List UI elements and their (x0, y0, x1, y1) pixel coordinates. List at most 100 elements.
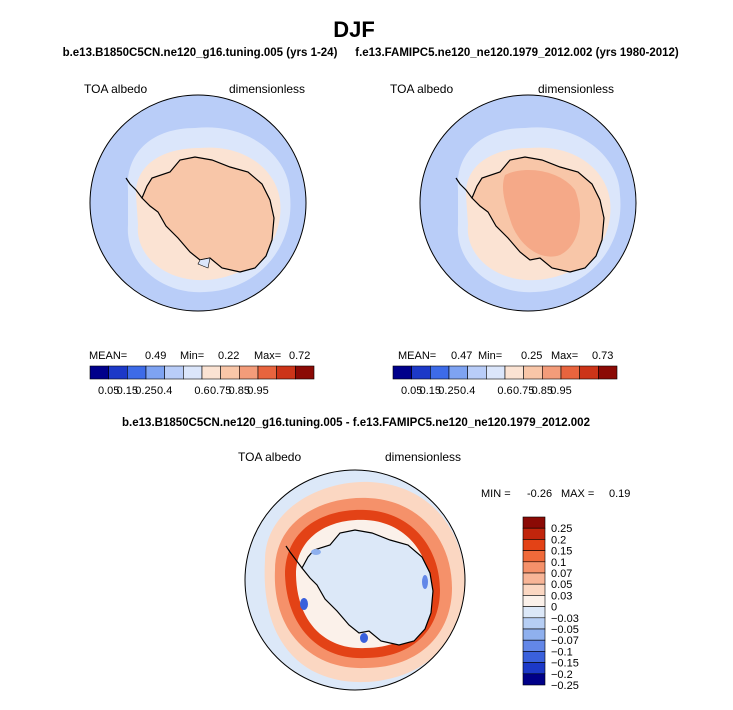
stat-max-label: Max= (551, 350, 578, 362)
ross-ice-region (197, 257, 211, 269)
colorbar-tick-label: 0 (551, 602, 557, 614)
colorbar-swatch (522, 595, 546, 607)
colorbar-tick-label: −0.07 (551, 635, 579, 647)
map-model (89, 94, 307, 312)
colorbar-tick-label: 0.6 (194, 385, 209, 397)
negative-patch (300, 598, 308, 610)
colorbar-tick-label: 0.2 (551, 534, 566, 546)
stat-min-label: Min= (180, 350, 204, 362)
colorbar-tick-label: 0.75 (210, 385, 231, 397)
panel-title-obs: f.e13.FAMIPC5.ne120_ne120.1979_2012.002 … (355, 47, 679, 59)
colorbar-swatch (201, 365, 221, 380)
colorbar-tick-label: 0.25 (551, 523, 572, 535)
colorbar-swatch (522, 550, 546, 563)
stats-diff: MIN = -0.26 MAX = 0.19 (481, 488, 630, 500)
colorbar-tick-label: 0.4 (157, 385, 172, 397)
stats-model: MEAN= 0.49 Min= 0.22 Max= 0.72 (89, 350, 310, 362)
colorbar-tick-label: 0.95 (550, 385, 571, 397)
colorbar-obs: 0.050.150.25 0.4 0.6 0.750.850.95 (392, 365, 618, 397)
colorbar-tick-label: 0.95 (247, 385, 268, 397)
colorbar-tick-label: 0.05 (551, 579, 572, 591)
colorbar-swatch (522, 628, 546, 641)
colorbar-tick-label: −0.1 (551, 646, 573, 658)
colorbar-swatch (276, 365, 296, 380)
stat-max-value: 0.73 (592, 350, 613, 362)
stat-max-value: 0.72 (289, 350, 310, 362)
colorbar-tick-label: 0.25 (135, 385, 156, 397)
units-label-diff: dimensionless (385, 450, 461, 464)
colorbar-tick-label: −0.05 (551, 624, 579, 636)
stat-min-label: MIN = (481, 488, 511, 500)
colorbar-tick-label: 0.05 (98, 385, 119, 397)
panel-title-diff: b.e13.B1850C5CN.ne120_g16.tuning.005 - f… (122, 417, 590, 429)
stat-mean-label: MEAN= (398, 350, 436, 362)
colorbar-swatch (522, 539, 546, 551)
antarctica-continent (301, 529, 434, 646)
colorbar-tick-label: 0.15 (420, 385, 441, 397)
colorbar-swatch (504, 365, 524, 380)
colorbar-swatch (522, 662, 546, 675)
stat-max-label: MAX = (561, 488, 594, 500)
colorbar-swatch (392, 365, 412, 380)
colorbar-swatch (486, 365, 506, 380)
stat-mean-value: 0.49 (145, 350, 166, 362)
colorbar-swatch (579, 365, 599, 380)
panel-title-model: b.e13.B1850C5CN.ne120_g16.tuning.005 (yr… (63, 47, 338, 59)
variable-label-model: TOA albedo (84, 82, 147, 96)
peninsula (285, 545, 303, 569)
colorbar-swatch (522, 606, 546, 619)
peninsula (125, 177, 143, 199)
colorbar-swatch (164, 365, 184, 380)
colorbar-tick-label: 0.85 (229, 385, 250, 397)
variable-label-obs: TOA albedo (390, 82, 453, 96)
colorbar-swatch (127, 365, 147, 380)
colorbar-swatch (448, 365, 468, 380)
colorbar-diff: 0.250.20.150.10.070.050.030−0.03−0.05−0.… (522, 516, 579, 692)
colorbar-swatch (411, 365, 431, 380)
colorbar-swatch (257, 365, 277, 380)
colorbar-swatch (522, 617, 546, 630)
colorbar-swatch (522, 516, 546, 529)
stat-min-value: -0.26 (527, 488, 552, 500)
colorbar-swatch (542, 365, 562, 380)
colorbar-tick-label: 0.4 (460, 385, 475, 397)
colorbar-swatch (239, 365, 259, 380)
negative-patch (422, 575, 428, 589)
colorbar-swatch (522, 651, 546, 663)
colorbar-swatch (430, 365, 450, 380)
colorbar-tick-label: 0.05 (401, 385, 422, 397)
map-diff (244, 469, 466, 691)
colorbar-swatch (598, 365, 618, 380)
stat-mean-value: 0.47 (451, 350, 472, 362)
colorbar-swatch (183, 365, 203, 380)
colorbar-tick-label: 0.15 (551, 546, 572, 558)
colorbar-tick-label: −0.03 (551, 613, 579, 625)
stat-min-label: Min= (478, 350, 502, 362)
colorbar-swatch (522, 639, 546, 652)
colorbar-swatch (220, 365, 240, 380)
stat-min-value: 0.25 (521, 350, 542, 362)
units-label-model: dimensionless (229, 82, 305, 96)
colorbar-tick-label: −0.25 (551, 680, 579, 692)
variable-label-diff: TOA albedo (238, 450, 301, 464)
stat-min-value: 0.22 (218, 350, 239, 362)
colorbar-tick-label: 0.75 (513, 385, 534, 397)
negative-patch (360, 633, 368, 643)
colorbar-swatch (522, 561, 546, 574)
stat-mean-label: MEAN= (89, 350, 127, 362)
colorbar-swatch (522, 527, 546, 540)
interior-high-albedo (502, 170, 580, 257)
stat-max-label: Max= (254, 350, 281, 362)
colorbar-swatch (522, 583, 546, 596)
colorbar-swatch (108, 365, 128, 380)
colorbar-swatch (467, 365, 487, 380)
colorbar-tick-label: 0.03 (551, 590, 572, 602)
colorbar-swatch (522, 572, 546, 585)
colorbar-swatch (295, 365, 315, 380)
stats-obs: MEAN= 0.47 Min= 0.25 Max= 0.73 (398, 350, 613, 362)
antarctica-continent (141, 156, 275, 273)
units-label-obs: dimensionless (538, 82, 614, 96)
colorbar-tick-label: −0.15 (551, 658, 579, 670)
colorbar-tick-label: 0.85 (532, 385, 553, 397)
